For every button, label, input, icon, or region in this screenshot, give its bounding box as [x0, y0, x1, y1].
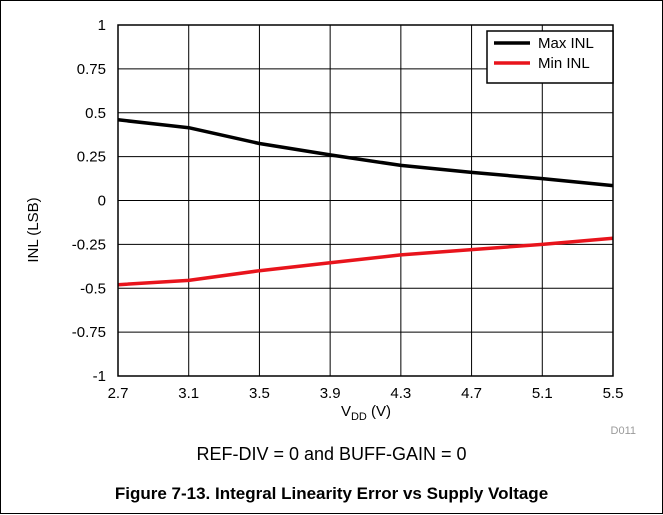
series-line-max-inl	[117, 118, 614, 188]
legend-label-min-inl: Min INL	[538, 55, 590, 72]
y-tick-labels: 1 0.75 0.5 0.25 0 -0.25 -0.5 -0.75 -1	[72, 17, 106, 385]
y-axis-label: INL (LSB)	[25, 197, 42, 262]
x-tick-label: 4.3	[390, 385, 411, 402]
plot-border	[117, 24, 614, 377]
x-tick-label: 3.5	[249, 385, 270, 402]
legend-box	[486, 30, 614, 84]
y-tick-label: 0.75	[77, 61, 106, 78]
figure-frame-top	[0, 0, 663, 1]
figure-caption: Figure 7-13. Integral Linearity Error vs…	[114, 484, 549, 503]
y-tick-label: -1	[93, 368, 106, 385]
x-axis-label-main: V	[341, 403, 351, 420]
y-tick-label: 0.25	[77, 149, 106, 166]
y-tick-label: -0.5	[80, 280, 106, 297]
condition-note: REF-DIV = 0 and BUFF-GAIN = 0	[196, 444, 467, 464]
x-axis-label-unit: (V)	[367, 403, 391, 420]
legend: Max INL Min INL	[486, 30, 614, 84]
x-tick-label: 2.7	[108, 385, 129, 402]
figure-tag: D011	[611, 425, 636, 437]
y-tick-label: 0.5	[85, 105, 106, 122]
y-tick-label: -0.75	[72, 324, 106, 341]
inl-chart: 1 0.75 0.5 0.25 0 -0.25 -0.5 -0.75 -1 2.7 3.1 3.5 3…	[25, 17, 636, 437]
series-line-min-inl	[117, 236, 614, 287]
x-tick-labels: 2.7 3.1 3.5 3.9 4.3 4.7 5.1 5.5	[108, 385, 624, 402]
series-layer	[117, 118, 614, 287]
x-tick-label: 3.1	[178, 385, 199, 402]
y-tick-label: 0	[98, 193, 106, 210]
x-axis-label: VDD (V)	[341, 403, 391, 423]
legend-label-max-inl: Max INL	[538, 35, 594, 52]
x-tick-label: 5.5	[603, 385, 624, 402]
x-tick-label: 4.7	[461, 385, 482, 402]
x-tick-label: 3.9	[320, 385, 341, 402]
x-axis-label-sub: DD	[351, 411, 367, 423]
y-tick-label: -0.25	[72, 236, 106, 253]
x-tick-label: 5.1	[532, 385, 553, 402]
y-tick-label: 1	[98, 17, 106, 34]
